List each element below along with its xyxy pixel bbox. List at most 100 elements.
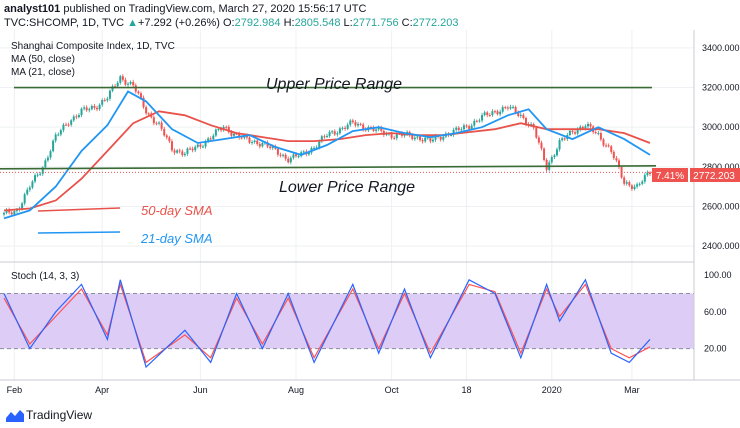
- candle-body: [545, 159, 548, 170]
- candle-body: [181, 151, 184, 156]
- candle-body: [535, 127, 538, 138]
- ohlc-bar: TVC:SHCOMP, 1D, TVC ▲+7.292 (+0.26%) O:2…: [4, 17, 459, 29]
- stoch-tick-label: 100.00: [704, 270, 732, 280]
- candle-body: [85, 107, 88, 111]
- time-tick-label: 2020: [542, 385, 562, 395]
- candle-body: [70, 120, 73, 125]
- candle-body: [519, 114, 522, 116]
- candle-body: [421, 140, 424, 142]
- candle-body: [594, 132, 597, 134]
- candle-body: [439, 136, 442, 140]
- tradingview-brand[interactable]: TradingView: [26, 408, 93, 422]
- candle-body: [67, 124, 70, 126]
- candle-body: [460, 129, 463, 131]
- candle-body: [512, 106, 515, 108]
- candle-body: [493, 111, 496, 113]
- candle-body: [344, 127, 347, 129]
- candle-body: [429, 137, 432, 142]
- candle-body: [36, 174, 39, 176]
- candle-body: [158, 122, 161, 124]
- candle-body: [276, 148, 279, 155]
- candle-body: [238, 133, 241, 138]
- candle-body: [75, 116, 78, 118]
- candle-body: [607, 145, 610, 147]
- candle-body: [486, 112, 489, 116]
- candle-body: [28, 187, 31, 190]
- candle-body: [617, 160, 620, 168]
- candle-body: [543, 148, 546, 160]
- candle-body: [455, 127, 458, 130]
- author-name[interactable]: analyst101: [4, 3, 61, 15]
- candle-body: [416, 136, 419, 138]
- candle-body: [129, 81, 132, 84]
- stoch-band: [0, 293, 694, 349]
- candle-body: [431, 139, 434, 142]
- candle-body: [98, 104, 101, 110]
- candle-body: [354, 122, 357, 126]
- percent-badge-text: 7.41%: [656, 171, 684, 182]
- candle-body: [328, 132, 331, 136]
- candle-body: [628, 182, 631, 186]
- stoch-legend: Stoch (14, 3, 3): [11, 271, 79, 282]
- candle-body: [349, 120, 352, 125]
- candle-body: [170, 141, 173, 151]
- candle-body: [127, 83, 130, 85]
- ohlc-close-value: 2772.203: [412, 17, 459, 29]
- candle-body: [232, 133, 235, 136]
- candle-body: [240, 137, 243, 139]
- published-text: published on TradingView.com, March 27, …: [63, 3, 367, 15]
- candle-body: [597, 133, 600, 135]
- candle-body: [21, 203, 24, 209]
- stoch-k-line: [3, 278, 651, 369]
- candle-body: [537, 137, 540, 143]
- tradingview-logo-icon[interactable]: [6, 408, 24, 422]
- candle-body: [41, 167, 44, 174]
- candle-body: [147, 113, 150, 115]
- candle-body: [558, 140, 561, 150]
- candle-body: [605, 145, 608, 147]
- candle-body: [307, 152, 310, 155]
- lower-range-line[interactable]: [0, 165, 657, 170]
- candle-body: [612, 151, 615, 159]
- candle-body: [108, 90, 111, 99]
- candle-body: [470, 125, 473, 129]
- candle-body: [3, 212, 5, 215]
- candle-body: [506, 107, 509, 109]
- candle-body: [643, 175, 646, 182]
- price-chart[interactable]: Shanghai Composite Index, 1D, TVC MA (50…: [0, 0, 740, 403]
- candle-body: [176, 150, 179, 153]
- candle-body: [271, 146, 274, 149]
- last-price-badge: [690, 168, 740, 182]
- candle-body: [419, 136, 422, 141]
- candle-body: [101, 100, 104, 105]
- stoch-tick-label: 60.00: [704, 307, 727, 317]
- candle-body: [183, 153, 186, 156]
- candle-body: [491, 111, 494, 116]
- candle-body: [315, 147, 318, 149]
- candle-body: [289, 157, 292, 163]
- candle-body: [553, 155, 556, 158]
- candle-body: [261, 143, 264, 147]
- ohlc-open-key: O:: [222, 17, 235, 29]
- candle-body: [501, 107, 504, 112]
- candle-body: [602, 139, 605, 146]
- candle-body: [540, 142, 543, 149]
- candle-body: [282, 154, 285, 156]
- candle-body: [636, 184, 639, 187]
- ohlc-high-value: 2805.548: [294, 17, 341, 29]
- candle-body: [625, 182, 628, 184]
- price-tick-label: 2800.000: [702, 162, 740, 172]
- ohlc-low-value: 2771.756: [352, 17, 399, 29]
- candle-body: [57, 134, 60, 136]
- candlestick-series: [3, 74, 651, 217]
- candle-body: [561, 138, 564, 141]
- candle-body: [253, 140, 256, 143]
- ma21-legend: MA (21, close): [11, 67, 75, 78]
- candle-body: [209, 138, 212, 140]
- time-tick-label: 18: [462, 385, 472, 395]
- candle-body: [333, 131, 336, 135]
- stoch-tick-label: 20.00: [704, 344, 727, 354]
- lower-range-label: Lower Price Range: [279, 179, 415, 196]
- candle-body: [65, 124, 68, 126]
